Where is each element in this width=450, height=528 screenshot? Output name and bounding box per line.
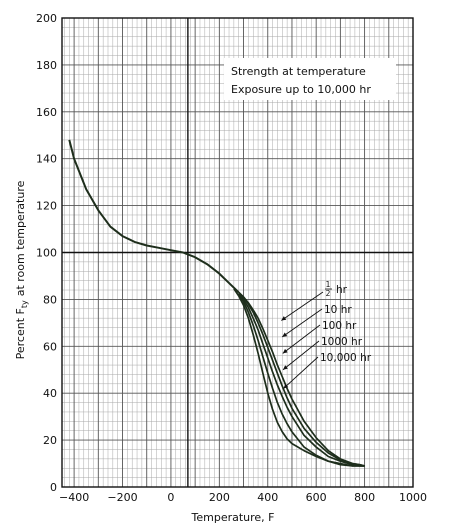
y-tick-label: 80 bbox=[43, 293, 57, 306]
series-label-denominator: 2 bbox=[326, 289, 331, 298]
x-tick-label: 600 bbox=[306, 491, 327, 504]
series-line-5 bbox=[233, 288, 365, 467]
series-label-leader bbox=[282, 324, 321, 354]
series-label-arrowhead bbox=[282, 348, 288, 354]
y-tick-label: 140 bbox=[36, 153, 57, 166]
series-line-3 bbox=[238, 292, 365, 467]
x-tick-label: 400 bbox=[257, 491, 278, 504]
series-label: 1000 hr bbox=[321, 336, 363, 348]
x-axis-label: Temperature, F bbox=[191, 511, 275, 524]
series-label: 10,000 hr bbox=[320, 352, 372, 364]
series-line-1 bbox=[238, 291, 365, 467]
series-label-arrowhead bbox=[282, 332, 288, 337]
x-tick-label: −200 bbox=[107, 491, 137, 504]
series-label: 10 hr bbox=[324, 304, 352, 316]
series-lines bbox=[68, 139, 365, 467]
common-curve-line bbox=[68, 139, 240, 294]
y-tick-label: 100 bbox=[36, 247, 57, 260]
x-tick-label: 200 bbox=[209, 491, 230, 504]
y-tick-label: 40 bbox=[43, 387, 57, 400]
series-label-arrowhead bbox=[283, 365, 288, 370]
y-tick-label: 0 bbox=[50, 481, 57, 494]
y-tick-labels: 0 20 40 60 80 100 120 140 160 180 200 bbox=[36, 12, 57, 494]
series-labels: 12 hr 10 hr 100 hr 1000 hr 10,000 hr bbox=[281, 280, 372, 389]
series-label-leader bbox=[282, 308, 323, 338]
series-label-arrowhead bbox=[283, 383, 289, 389]
series-label-numerator: 1 bbox=[326, 280, 331, 289]
y-axis-label: Percent Fty at room temperature bbox=[14, 180, 29, 359]
y-tick-label: 60 bbox=[43, 340, 57, 353]
series-line-2 bbox=[238, 291, 365, 467]
y-axis-label-subscript: ty bbox=[20, 300, 29, 308]
y-tick-label: 180 bbox=[36, 59, 57, 72]
series-label-leader bbox=[283, 356, 319, 389]
reference-lines bbox=[62, 18, 413, 487]
plot-frame bbox=[61, 17, 414, 488]
series-label: hr bbox=[336, 284, 348, 296]
x-tick-labels: −400 −200 0 200 400 600 800 1000 bbox=[59, 491, 427, 504]
x-tick-label: −400 bbox=[59, 491, 89, 504]
annotation-box bbox=[224, 58, 396, 100]
y-tick-label: 160 bbox=[36, 106, 57, 119]
annotation-line-2: Exposure up to 10,000 hr bbox=[231, 83, 371, 96]
x-tick-label: 800 bbox=[354, 491, 375, 504]
y-tick-label: 200 bbox=[36, 12, 57, 25]
series-label-leader bbox=[281, 291, 324, 321]
series-label: 100 hr bbox=[322, 320, 357, 332]
annotation-line-1: Strength at temperature bbox=[231, 65, 366, 78]
series-label-leader bbox=[282, 340, 320, 371]
y-axis-label-main: Percent F bbox=[14, 308, 27, 359]
x-tick-label: 1000 bbox=[399, 491, 427, 504]
y-tick-label: 20 bbox=[43, 434, 57, 447]
series-line-4 bbox=[238, 294, 365, 467]
x-tick-label: 0 bbox=[167, 491, 174, 504]
y-axis-label-suffix: at room temperature bbox=[14, 180, 27, 296]
y-tick-label: 120 bbox=[36, 200, 57, 213]
series-label-arrowhead bbox=[281, 316, 287, 321]
